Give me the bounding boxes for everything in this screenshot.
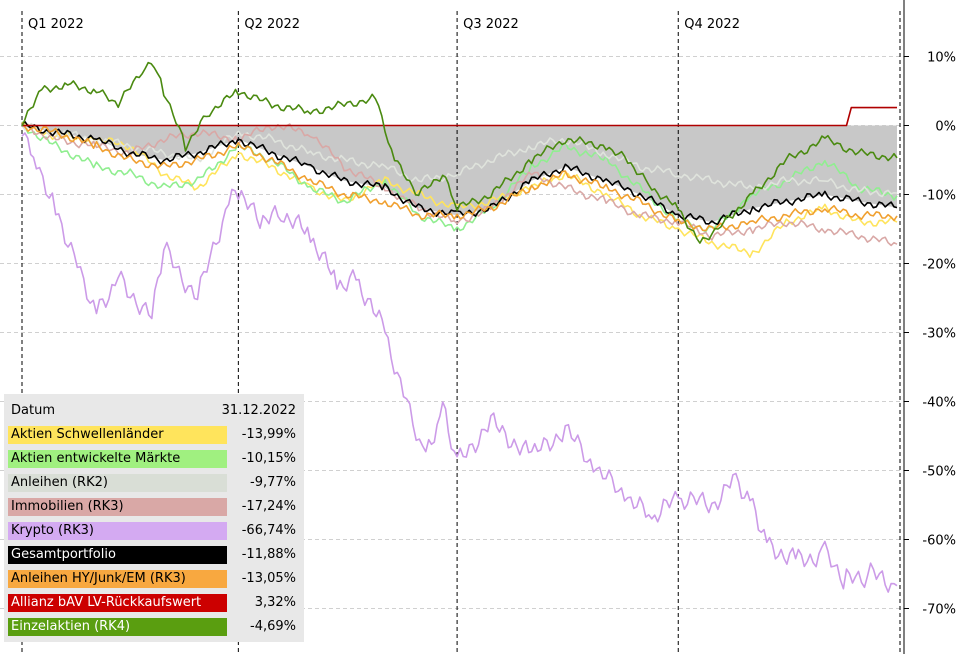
series-line [22, 106, 897, 127]
legend-series-name: Krypto (RK3) [8, 522, 227, 540]
legend-row: Krypto (RK3) -66,74% [6, 521, 302, 541]
legend-header-date: 31.12.2022 [221, 403, 296, 418]
band-area [22, 125, 897, 223]
quarter-label: Q1 2022 [28, 17, 84, 32]
y-tick-label: 10% [927, 51, 956, 66]
legend-series-value: -66,74% [241, 523, 296, 538]
y-axis-ticks: 10% 0% -10% -20% -30% -40% -50% -60% -70% [904, 51, 956, 618]
legend: Datum 31.12.2022 Aktien Schwellenländer -… [4, 394, 304, 642]
legend-row: Anleihen HY/Junk/EM (RK3) -13,05% [6, 569, 302, 589]
legend-series-value: 3,32% [254, 595, 296, 610]
range-band [22, 125, 897, 223]
legend-series-name: Anleihen HY/Junk/EM (RK3) [8, 570, 227, 588]
legend-series-name: Aktien Schwellenländer [8, 426, 227, 444]
legend-series-name: Aktien entwickelte Märkte [8, 450, 227, 468]
series-line [21, 132, 898, 593]
legend-series-name: Einzelaktien (RK4) [8, 618, 227, 636]
y-tick-label: -60% [922, 534, 956, 549]
quarter-label: Q4 2022 [684, 17, 740, 32]
legend-header-label: Datum [11, 403, 55, 418]
quarter-label: Q2 2022 [244, 17, 300, 32]
y-tick-label: -40% [922, 396, 956, 411]
series-lines [21, 61, 898, 593]
y-tick-label: 0% [935, 120, 956, 135]
legend-row: Aktien Schwellenländer -13,99% [6, 425, 302, 445]
series-line [21, 121, 898, 233]
y-tick-label: -50% [922, 465, 956, 480]
series-line [21, 121, 898, 232]
series-line [21, 122, 898, 198]
y-tick-label: -20% [922, 258, 956, 273]
quarter-label: Q3 2022 [463, 17, 519, 32]
legend-header: Datum 31.12.2022 [6, 401, 302, 421]
y-tick-label: -10% [922, 189, 956, 204]
y-tick-label: -30% [922, 327, 956, 342]
legend-row: Allianz bAV LV-Rückkaufswert 3,32% [6, 593, 302, 613]
legend-series-value: -11,88% [241, 547, 296, 562]
legend-series-name: Allianz bAV LV-Rückkaufswert [8, 594, 227, 612]
legend-series-value: -13,99% [241, 427, 296, 442]
legend-series-name: Immobilien (RK3) [8, 498, 227, 516]
legend-series-value: -13,05% [241, 571, 296, 586]
legend-row: Gesamtportfolio -11,88% [6, 545, 302, 565]
legend-series-name: Anleihen (RK2) [8, 474, 227, 492]
legend-row: Anleihen (RK2) -9,77% [6, 473, 302, 493]
legend-row: Immobilien (RK3) -17,24% [6, 497, 302, 517]
series-line [21, 61, 898, 244]
legend-series-name: Gesamtportfolio [8, 546, 227, 564]
series-line [21, 121, 898, 226]
legend-series-value: -4,69% [250, 619, 296, 634]
legend-row: Aktien entwickelte Märkte -10,15% [6, 449, 302, 469]
legend-series-value: -10,15% [241, 451, 296, 466]
legend-series-value: -9,77% [250, 475, 296, 490]
series-line [21, 123, 898, 247]
y-tick-label: -70% [922, 603, 956, 618]
legend-series-value: -17,24% [241, 499, 296, 514]
legend-row: Einzelaktien (RK4) -4,69% [6, 617, 302, 637]
